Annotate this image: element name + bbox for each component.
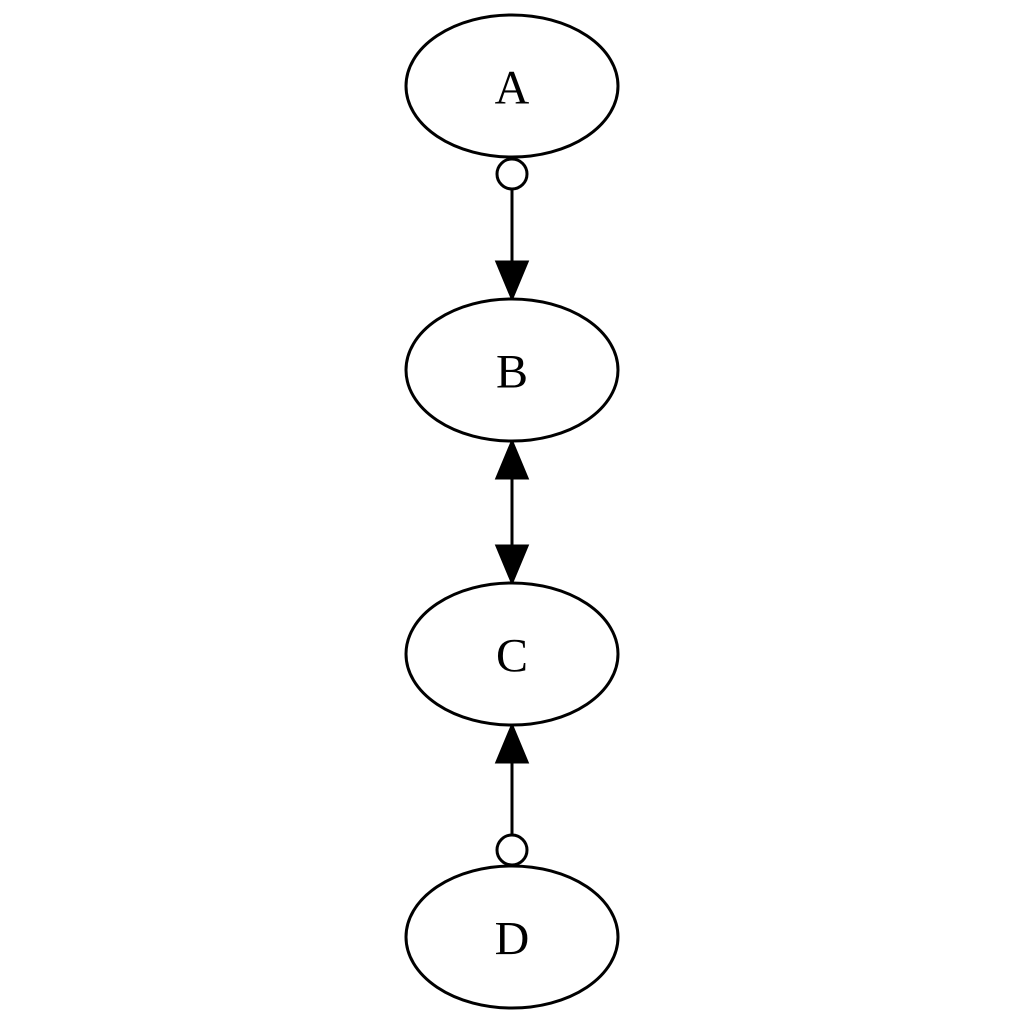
node-a-ellipse xyxy=(404,13,620,159)
node-b: B xyxy=(404,297,620,443)
node-c-label: C xyxy=(496,630,528,683)
edge-b-c-arrow-head-down xyxy=(494,544,530,586)
edge-d-c xyxy=(494,722,530,867)
edge-d-c-arrow-head xyxy=(494,722,530,764)
edge-d-c-tail-circle xyxy=(495,833,529,867)
node-b-label: B xyxy=(496,346,528,399)
node-d: D xyxy=(404,864,620,1010)
node-d-ellipse xyxy=(404,864,620,1010)
edge-b-c xyxy=(494,438,530,586)
node-c: C xyxy=(404,581,620,727)
node-a: A xyxy=(404,13,620,159)
edge-a-b xyxy=(494,157,530,302)
node-d-label: D xyxy=(495,913,530,966)
edge-b-c-arrow-head-up xyxy=(494,438,530,480)
node-c-ellipse xyxy=(404,581,620,727)
edge-a-b-arrow-head xyxy=(494,260,530,302)
node-b-ellipse xyxy=(404,297,620,443)
edge-a-b-tail-circle xyxy=(495,157,529,191)
node-a-label: A xyxy=(495,62,530,115)
